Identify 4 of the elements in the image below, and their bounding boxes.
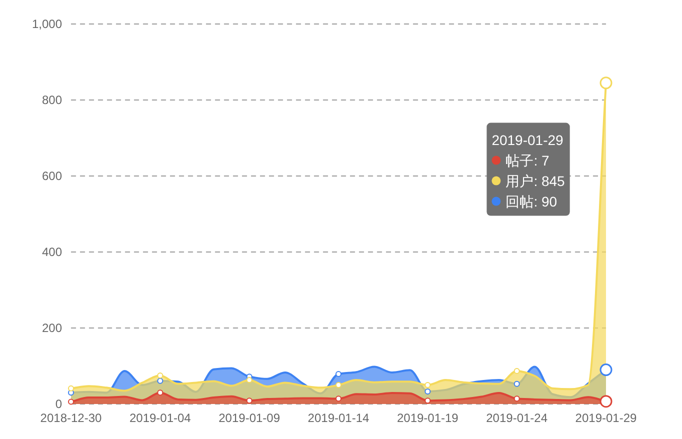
annotation: 帖子: 7 xyxy=(506,152,550,168)
annotation: 回帖: 90 xyxy=(506,193,558,210)
annotation: 用户: 845 xyxy=(506,172,565,189)
annotation: 2019-01-29 xyxy=(492,132,564,148)
